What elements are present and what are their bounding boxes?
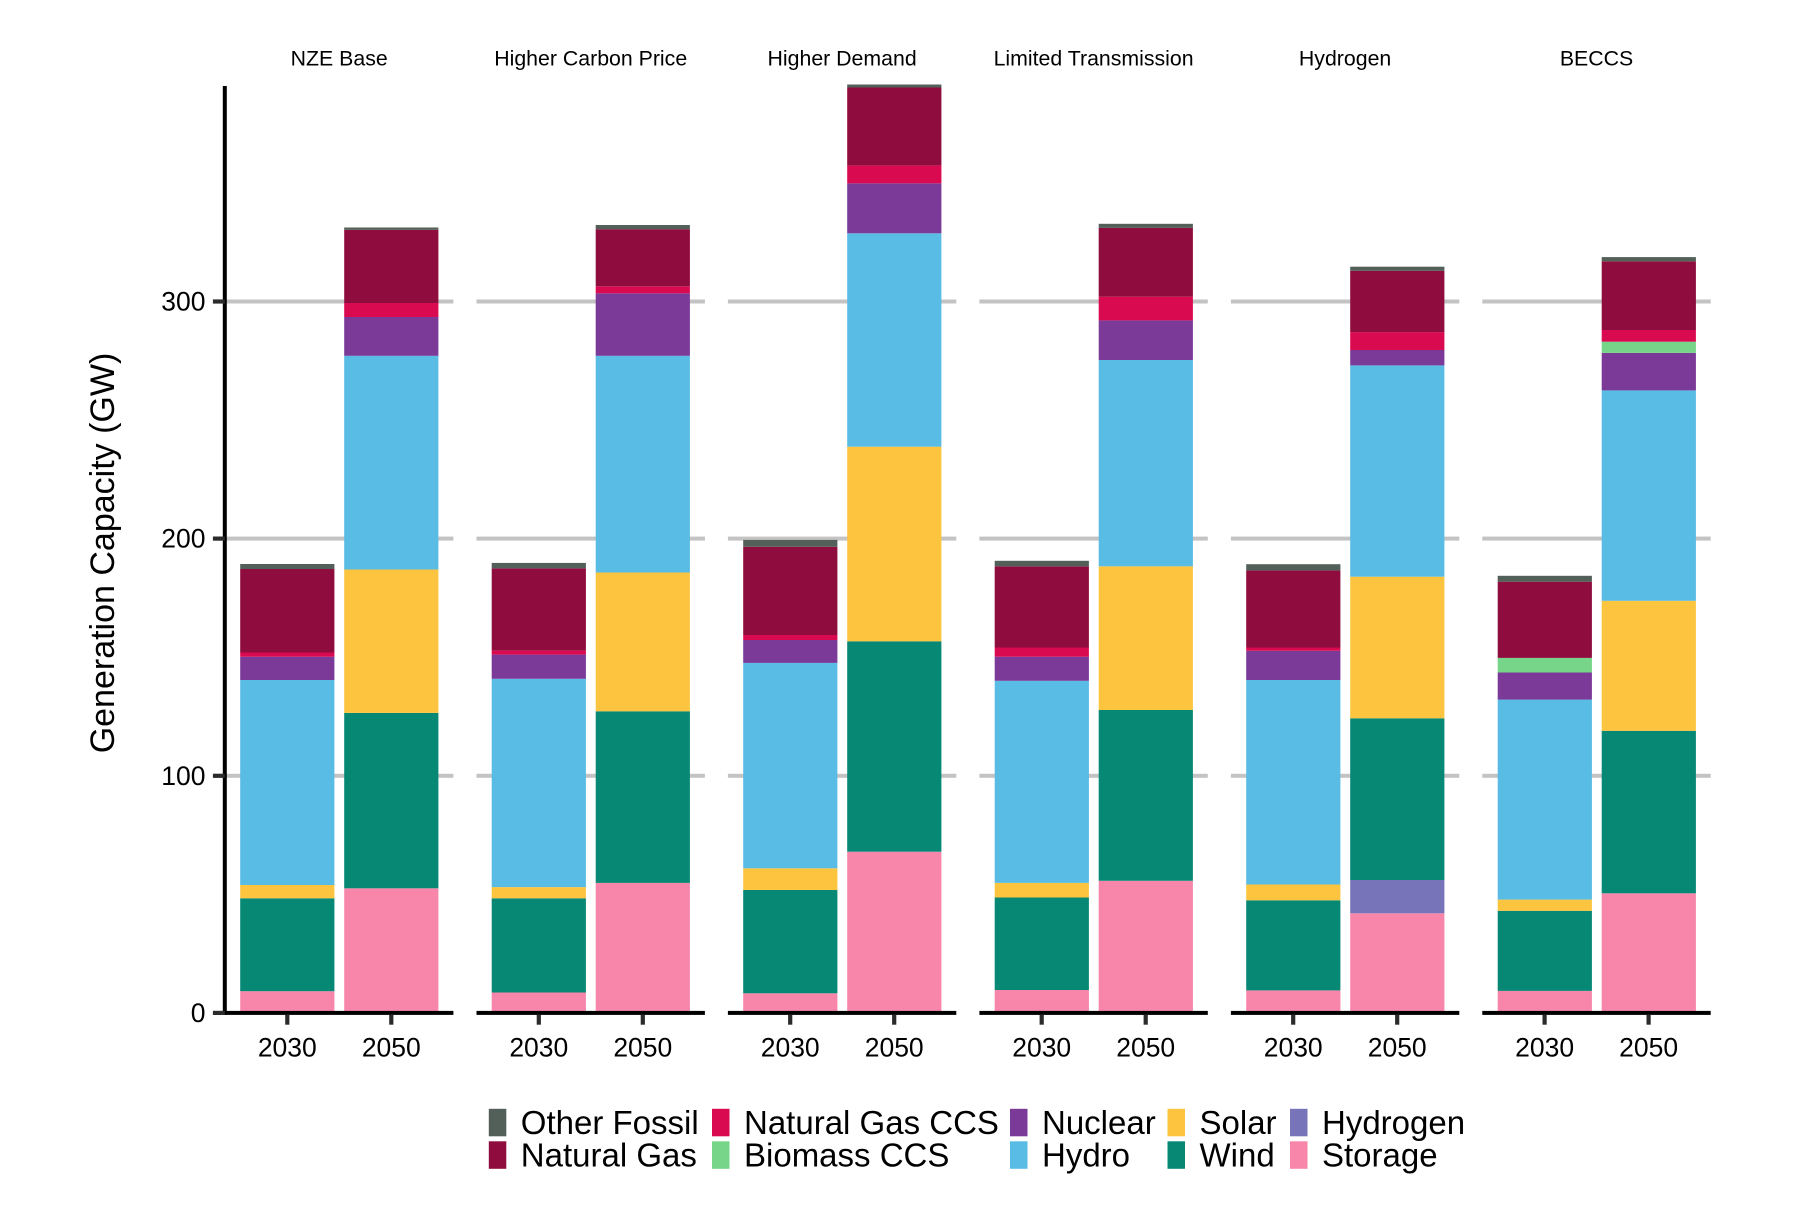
svg-text:2050: 2050 xyxy=(362,1032,421,1062)
svg-text:2030: 2030 xyxy=(509,1032,568,1062)
svg-text:NZE Base: NZE Base xyxy=(291,47,388,71)
svg-text:Other Fossil: Other Fossil xyxy=(521,1104,699,1141)
svg-text:Generation Capacity (GW): Generation Capacity (GW) xyxy=(84,353,122,754)
svg-text:2050: 2050 xyxy=(1619,1032,1678,1062)
svg-text:2050: 2050 xyxy=(613,1032,672,1062)
svg-text:Solar: Solar xyxy=(1200,1104,1277,1141)
svg-text:2030: 2030 xyxy=(1515,1032,1574,1062)
svg-text:300: 300 xyxy=(161,287,205,317)
svg-text:Higher Demand: Higher Demand xyxy=(768,47,917,71)
svg-text:2050: 2050 xyxy=(1368,1032,1427,1062)
svg-text:2030: 2030 xyxy=(1264,1032,1323,1062)
svg-text:200: 200 xyxy=(161,524,205,554)
svg-text:Storage: Storage xyxy=(1322,1137,1438,1174)
svg-text:0: 0 xyxy=(191,998,206,1028)
svg-text:2050: 2050 xyxy=(865,1032,924,1062)
svg-text:Natural Gas: Natural Gas xyxy=(521,1137,697,1174)
svg-text:Hydro: Hydro xyxy=(1042,1137,1130,1174)
svg-text:Biomass CCS: Biomass CCS xyxy=(744,1137,949,1174)
svg-text:BECCS: BECCS xyxy=(1560,47,1633,71)
svg-text:Wind: Wind xyxy=(1200,1137,1275,1174)
svg-text:Natural Gas CCS: Natural Gas CCS xyxy=(744,1104,999,1141)
svg-text:2050: 2050 xyxy=(1116,1032,1175,1062)
svg-text:Hydrogen: Hydrogen xyxy=(1299,47,1391,71)
svg-text:Nuclear: Nuclear xyxy=(1042,1104,1156,1141)
svg-text:100: 100 xyxy=(161,761,205,791)
svg-text:2030: 2030 xyxy=(761,1032,820,1062)
svg-text:2030: 2030 xyxy=(1012,1032,1071,1062)
svg-text:Limited Transmission: Limited Transmission xyxy=(994,47,1194,71)
svg-text:Hydrogen: Hydrogen xyxy=(1322,1104,1465,1141)
svg-text:Higher Carbon Price: Higher Carbon Price xyxy=(494,47,687,71)
svg-text:2030: 2030 xyxy=(258,1032,317,1062)
